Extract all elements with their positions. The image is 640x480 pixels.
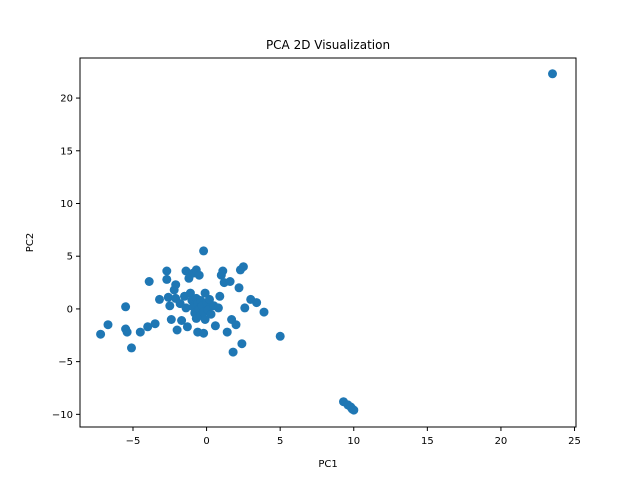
y-tick-label: −10 [52, 410, 73, 421]
data-point [177, 316, 187, 325]
y-axis: −10 −5 0 5 10 15 20 [52, 94, 80, 421]
data-point [181, 303, 191, 313]
x-tick-label: 10 [347, 436, 360, 447]
x-tick-label: 25 [568, 436, 581, 447]
data-point [228, 347, 238, 357]
data-point [225, 277, 235, 286]
x-tick-label: 5 [277, 436, 283, 447]
data-point [165, 301, 175, 311]
data-point [199, 328, 209, 338]
x-tick-label: 15 [421, 436, 434, 447]
data-point [215, 291, 225, 301]
data-point [135, 327, 145, 337]
data-point [252, 298, 262, 308]
data-point [127, 343, 136, 353]
data-point [144, 277, 154, 286]
data-point [205, 294, 214, 304]
data-point [548, 69, 557, 79]
plot-area-frame [79, 57, 577, 428]
x-axis: −5 0 5 10 15 20 25 [126, 427, 581, 447]
data-point [210, 321, 220, 331]
data-point [171, 280, 181, 290]
data-point [213, 303, 223, 313]
data-point [199, 246, 209, 256]
data-point [181, 266, 191, 276]
y-tick-label: 10 [60, 199, 73, 210]
data-point [234, 283, 244, 293]
data-point [218, 266, 228, 276]
data-point [238, 262, 248, 272]
data-point [194, 270, 204, 280]
data-point [222, 327, 232, 337]
data-point [231, 320, 241, 330]
y-tick-label: 20 [60, 94, 73, 105]
data-point [172, 325, 182, 335]
data-point [200, 288, 210, 298]
data-point [96, 329, 106, 339]
data-point [275, 331, 285, 341]
data-point [185, 288, 195, 298]
y-tick-label: −5 [58, 357, 73, 368]
x-tick-label: 0 [203, 436, 209, 447]
data-point [162, 274, 172, 284]
data-point [200, 315, 210, 324]
data-point [166, 315, 176, 324]
chart-title: PCA 2D Visualization [266, 38, 390, 52]
points-layer [96, 69, 557, 415]
data-point [206, 309, 216, 319]
y-axis-label: PC2 [25, 233, 36, 252]
data-point [349, 405, 359, 415]
x-tick-label: 20 [495, 436, 508, 447]
data-point [163, 292, 173, 302]
data-point [143, 322, 153, 332]
data-point [121, 302, 131, 312]
y-tick-label: 15 [60, 146, 73, 157]
data-point [155, 294, 164, 304]
data-point [162, 266, 172, 276]
x-tick-label: −5 [126, 436, 141, 447]
data-point [259, 307, 269, 317]
data-point [237, 339, 247, 349]
data-point [182, 322, 192, 332]
data-point [103, 320, 113, 330]
data-point [240, 303, 250, 313]
y-tick-label: 0 [67, 304, 73, 315]
y-tick-label: 5 [67, 252, 73, 263]
x-axis-label: PC1 [318, 459, 337, 470]
data-point [150, 319, 160, 329]
data-point [122, 327, 132, 337]
